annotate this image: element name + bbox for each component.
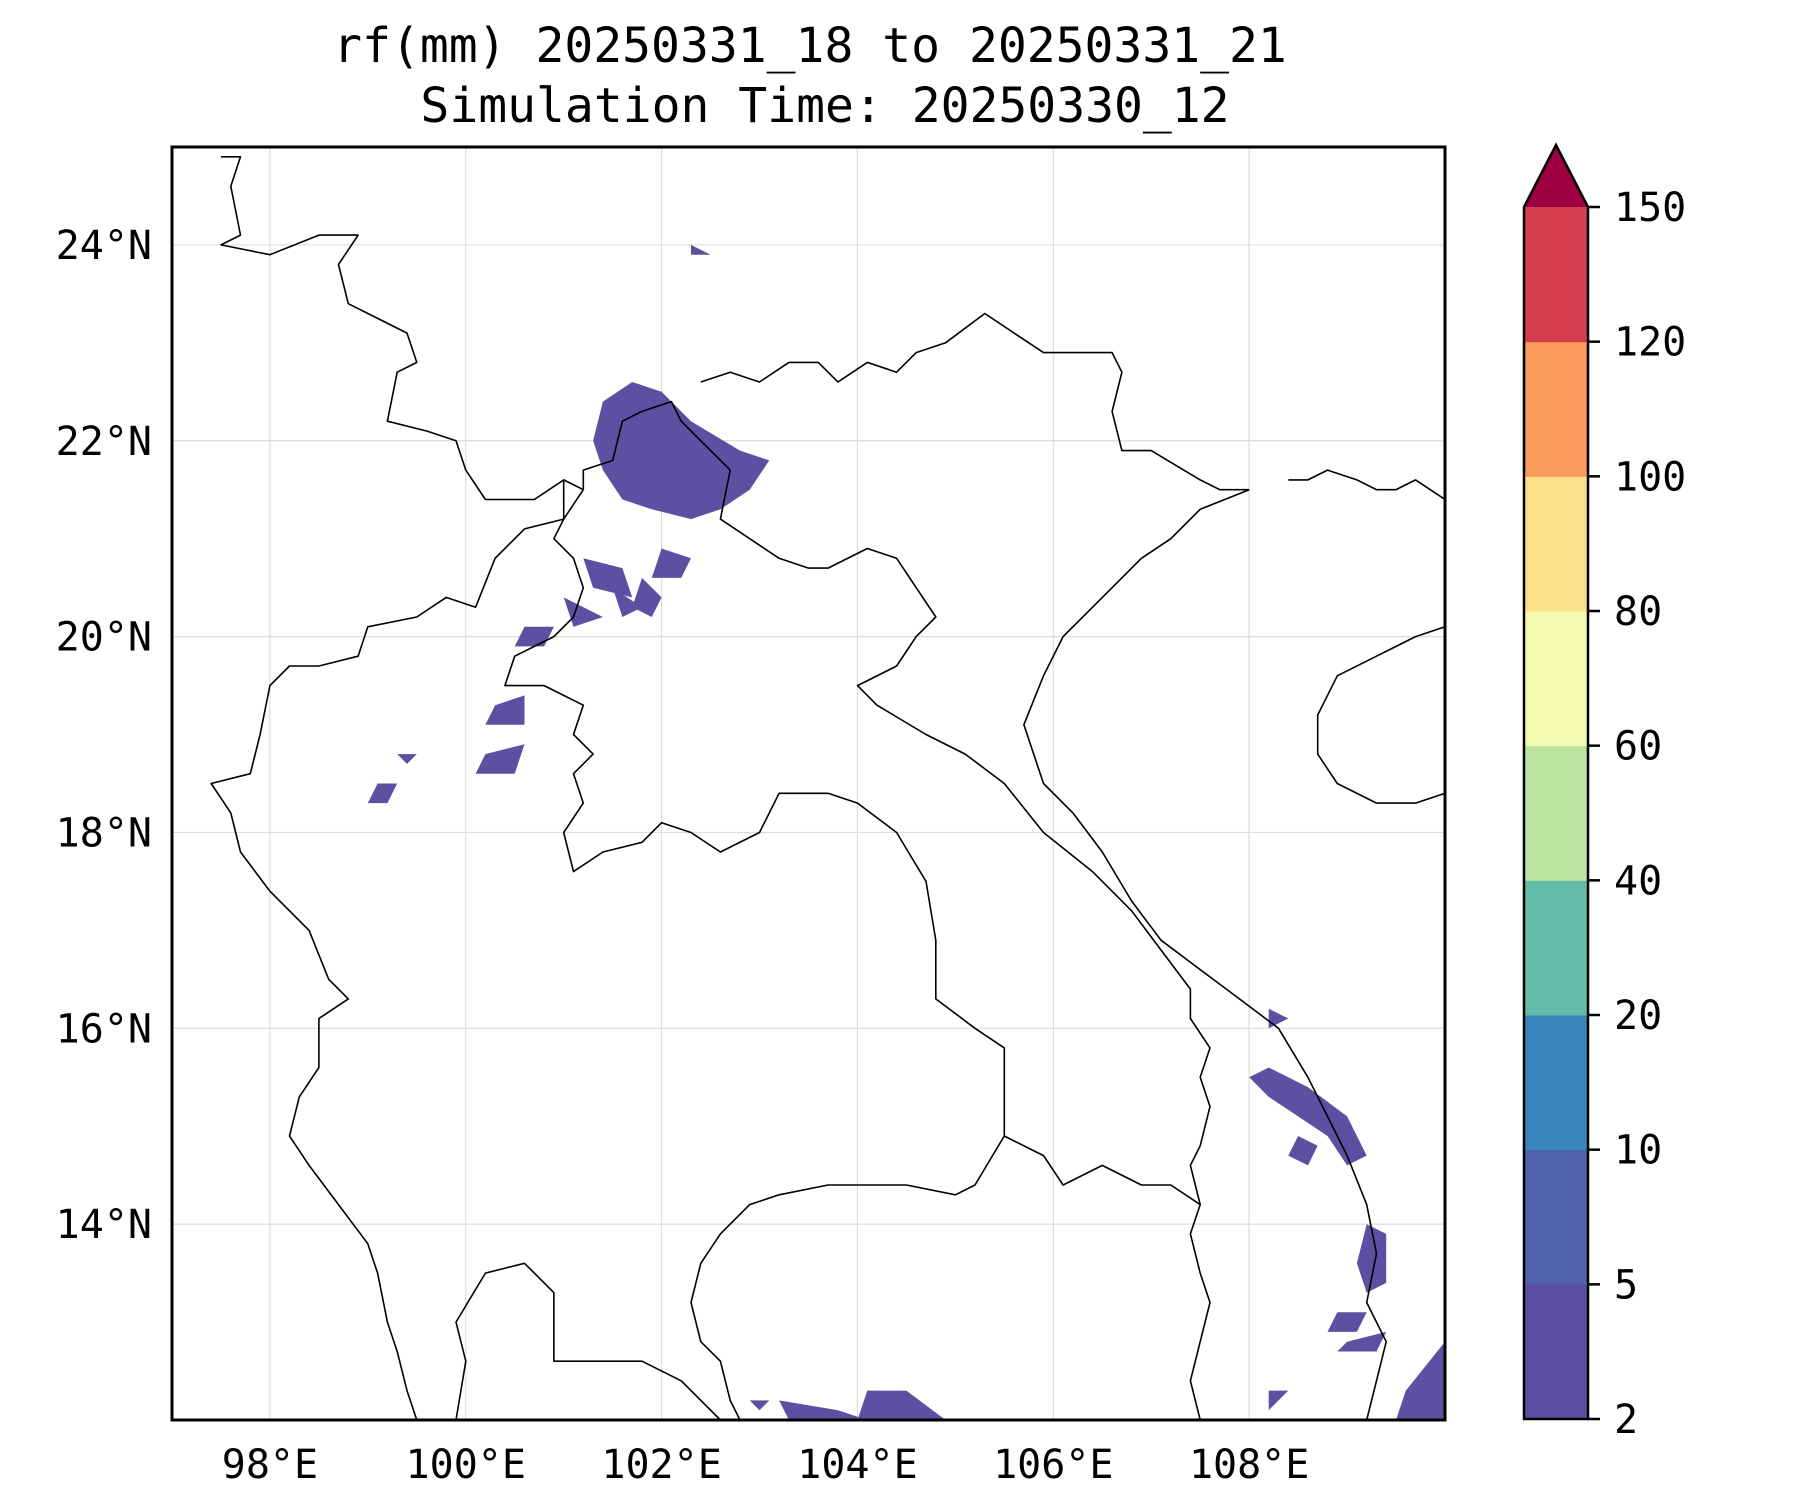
colorbar-tick-label: 2: [1614, 1397, 1638, 1443]
rainfall-area: [1268, 1390, 1289, 1411]
lat-tick-label: 16°N: [56, 1006, 152, 1052]
lon-tick-label: 104°E: [797, 1442, 917, 1488]
colorbar-tick-label: 80: [1614, 589, 1662, 635]
lat-tick-label: 14°N: [56, 1202, 152, 1248]
border-line: [1288, 469, 1445, 501]
longitude-tick-labels: 98°E 100°E 102°E 104°E 106°E 108°E: [222, 1442, 1310, 1488]
rainfall-area: [563, 597, 603, 627]
border-line: [504, 479, 1006, 1420]
rainfall-area: [1356, 1224, 1387, 1293]
map-frame: [170, 145, 1447, 1422]
rainfall-area: [593, 382, 770, 520]
rainfall-area: [651, 548, 691, 578]
rainfall-area: [857, 1390, 946, 1420]
rainfall-area: [583, 558, 633, 598]
rainfall-area: [1288, 1136, 1318, 1166]
rainfall-area: [367, 783, 398, 804]
colorbar-tick-label: 100: [1614, 454, 1686, 500]
latitude-tick-labels: 24°N 22°N 20°N 18°N 16°N 14°N: [56, 223, 152, 1248]
colorbar-tick-label: 60: [1614, 724, 1662, 770]
colorbar-segment: [1524, 476, 1588, 612]
rainfall-area: [691, 244, 711, 255]
rainfall-area: [1249, 1067, 1367, 1166]
rainfall-area: [779, 1400, 868, 1420]
lat-tick-label: 20°N: [56, 615, 152, 661]
map-area: 98°E 100°E 102°E 104°E 106°E 108°E 24°N 22°N 20…: [56, 145, 1447, 1488]
colorbar-tick-label: 5: [1614, 1262, 1638, 1308]
colorbar-segment: [1524, 611, 1588, 747]
colorbar-outline: [1522, 142, 1590, 1421]
title-line-2: Simulation Time: 20250330_12: [420, 78, 1229, 134]
rainfall-area: [485, 695, 525, 725]
lon-tick-label: 102°E: [601, 1442, 721, 1488]
colorbar: 2 5 10 20 40 60 80 100 120 150: [1522, 142, 1686, 1443]
lat-tick-label: 18°N: [56, 810, 152, 856]
rainfall-area: [475, 744, 525, 774]
border-line: [210, 489, 584, 1420]
map-background: [172, 147, 1445, 1420]
title-line-1: rf(mm) 20250331_18 to 20250331_21: [333, 18, 1287, 74]
lon-tick-label: 106°E: [993, 1442, 1113, 1488]
lon-tick-label: 108°E: [1189, 1442, 1309, 1488]
colorbar-segment: [1524, 207, 1588, 343]
colorbar-tick-label: 120: [1614, 320, 1686, 366]
lat-tick-label: 22°N: [56, 419, 152, 465]
rainfall-area: [632, 577, 662, 617]
rainfall-area: [1268, 1008, 1289, 1029]
border-line: [1003, 1135, 1201, 1206]
border-line: [1023, 488, 1387, 1420]
colorbar-segment: [1524, 880, 1588, 1016]
rainfall-area: [1327, 1312, 1367, 1332]
rainfall-area: [612, 587, 642, 617]
border-line: [582, 400, 731, 490]
lat-tick-label: 24°N: [56, 223, 152, 269]
border-line: [455, 1262, 721, 1420]
colorbar-extend-triangle: [1524, 145, 1588, 207]
map-gridlines: [172, 147, 1445, 1420]
lon-tick-label: 98°E: [222, 1442, 318, 1488]
colorbar-tick-label: 20: [1614, 993, 1662, 1039]
border-line: [700, 312, 1250, 491]
country-borders: [210, 156, 1445, 1420]
lon-tick-label: 100°E: [406, 1442, 526, 1488]
colorbar-segment: [1524, 1284, 1588, 1420]
colorbar-segment: [1524, 341, 1588, 477]
border-line: [1316, 626, 1445, 804]
rainfall-area: [1396, 1341, 1445, 1420]
rainfall-area: [397, 754, 417, 764]
colorbar-tick-label: 150: [1614, 185, 1686, 231]
rainfall-area: [749, 1400, 770, 1411]
border-line: [220, 156, 584, 501]
colorbar-segment: [1524, 745, 1588, 881]
colorbar-tick-label: 40: [1614, 858, 1662, 904]
colorbar-tick-label: 10: [1614, 1128, 1662, 1174]
colorbar-segment: [1524, 1149, 1588, 1285]
rainfall-area: [1337, 1331, 1387, 1352]
colorbar-segment: [1524, 1015, 1588, 1151]
rainfall-areas: [367, 244, 1445, 1420]
border-line: [719, 469, 1211, 1420]
